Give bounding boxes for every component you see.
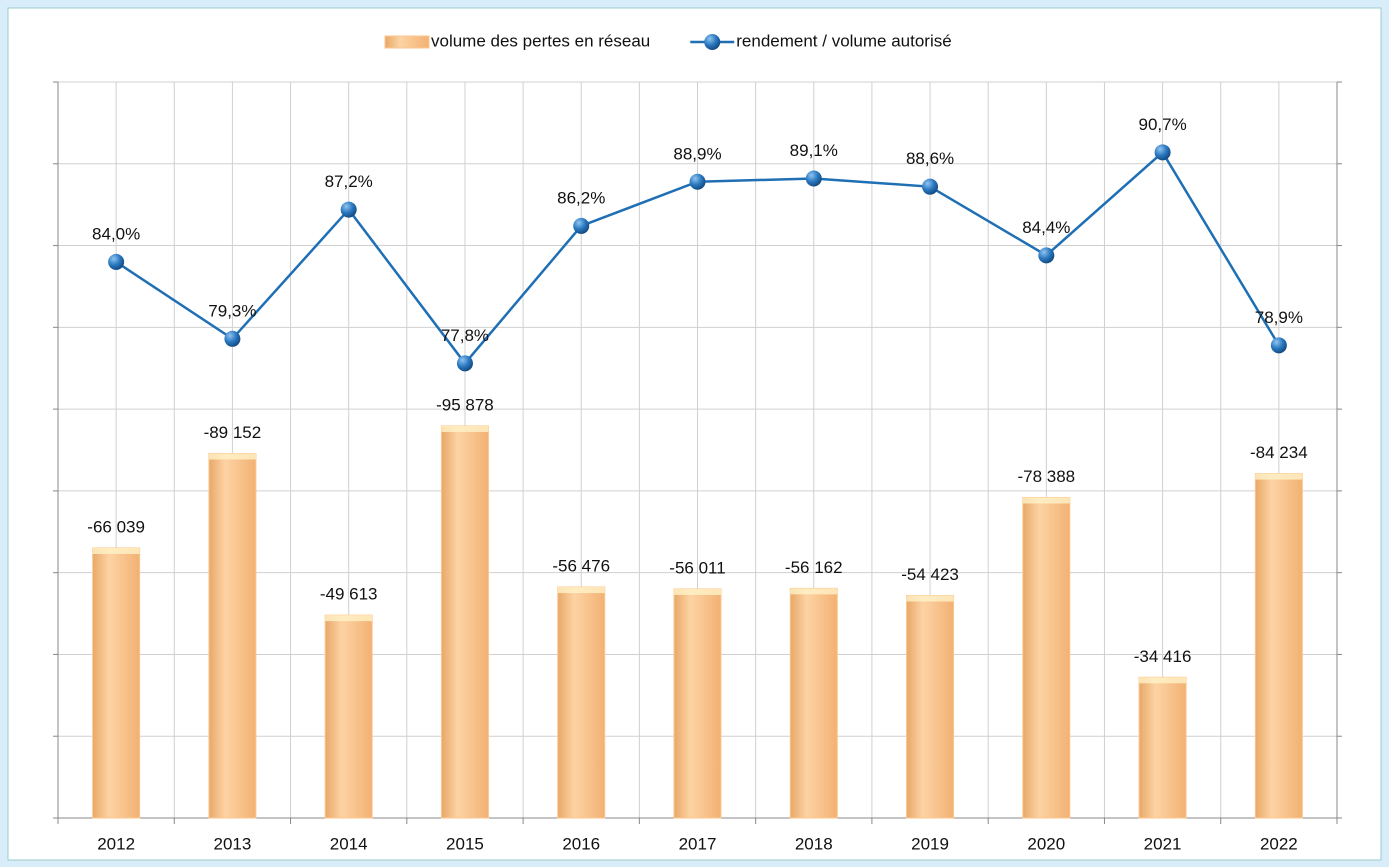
x-tick-label: 2015 xyxy=(446,834,484,853)
bar-value-label: -56 011 xyxy=(669,558,725,577)
line-marker xyxy=(805,170,822,187)
bar-value-label: -56 162 xyxy=(785,558,843,577)
bar xyxy=(324,614,373,819)
bar-value-label: -34 416 xyxy=(1134,647,1192,666)
x-tick-label: 2022 xyxy=(1260,834,1298,853)
plot: 2012 2013 2014 2015 2016 2017 2018 2019 2020 2021… xyxy=(53,31,1342,853)
line-marker xyxy=(1038,247,1055,264)
line-value-label: 84,4% xyxy=(1022,218,1070,237)
x-tick-label: 2018 xyxy=(795,834,833,853)
line-value-label: 79,3% xyxy=(208,301,256,320)
line-marker xyxy=(1270,337,1287,354)
bar xyxy=(1138,676,1187,819)
bar xyxy=(789,587,838,819)
line-marker xyxy=(573,217,590,234)
line-value-label: 86,2% xyxy=(557,188,605,207)
line-marker xyxy=(1154,144,1171,161)
legend-label: rendement / volume autorisé xyxy=(736,31,951,50)
x-tick-label: 2021 xyxy=(1144,834,1182,853)
bar xyxy=(1254,473,1303,819)
line-value-label: 87,2% xyxy=(325,172,373,191)
bar xyxy=(208,452,257,819)
line-value-label: 90,7% xyxy=(1138,115,1186,134)
line-value-label: 89,1% xyxy=(790,141,838,160)
bar-value-label: -78 388 xyxy=(1017,467,1075,486)
bar-cap xyxy=(325,615,373,622)
x-tick-label: 2020 xyxy=(1027,834,1065,853)
bar-cap xyxy=(441,425,489,432)
bar xyxy=(673,588,722,819)
line-marker xyxy=(922,178,939,195)
legend-label: volume des pertes en réseau xyxy=(431,31,650,50)
line-value-label: 88,9% xyxy=(673,144,721,163)
x-tick-label: 2014 xyxy=(330,834,368,853)
legend-swatch xyxy=(384,35,430,49)
bar xyxy=(92,547,141,819)
bar-cap xyxy=(674,588,721,595)
bar-value-label: -49 613 xyxy=(320,585,378,604)
bar-cap xyxy=(790,588,838,595)
x-tick-label: 2013 xyxy=(213,834,251,853)
line-marker xyxy=(224,330,241,347)
x-tick-label: 2012 xyxy=(97,834,135,853)
bar xyxy=(1022,496,1071,819)
bar-value-label: -89 152 xyxy=(204,423,262,442)
line-marker xyxy=(456,355,473,372)
line-marker xyxy=(689,173,706,190)
bar-cap xyxy=(92,547,140,554)
x-tick-label: 2016 xyxy=(562,834,600,853)
bar xyxy=(906,594,955,819)
bar-value-label: -95 878 xyxy=(436,395,494,414)
bar-value-label: -56 476 xyxy=(552,557,610,576)
bar-cap xyxy=(1022,497,1070,504)
bar xyxy=(557,586,606,819)
bar-value-label: -84 234 xyxy=(1250,443,1308,462)
x-tick-label: 2017 xyxy=(679,834,717,853)
bar xyxy=(440,425,489,819)
x-tick-label: 2019 xyxy=(911,834,949,853)
bar-cap xyxy=(1255,473,1303,480)
line-value-label: 88,6% xyxy=(906,149,954,168)
line-value-label: 77,8% xyxy=(441,326,489,345)
bar-value-label: -66 039 xyxy=(87,517,145,536)
legend-marker xyxy=(704,34,721,50)
line-value-label: 78,9% xyxy=(1255,308,1303,327)
line-marker xyxy=(340,201,357,218)
bar-cap xyxy=(906,595,954,602)
bar-value-label: -54 423 xyxy=(901,565,959,584)
line-marker xyxy=(108,253,125,270)
bar-cap xyxy=(557,587,605,594)
bar-cap xyxy=(1139,677,1187,684)
bar-cap xyxy=(208,453,256,460)
line-value-label: 84,0% xyxy=(92,224,140,243)
